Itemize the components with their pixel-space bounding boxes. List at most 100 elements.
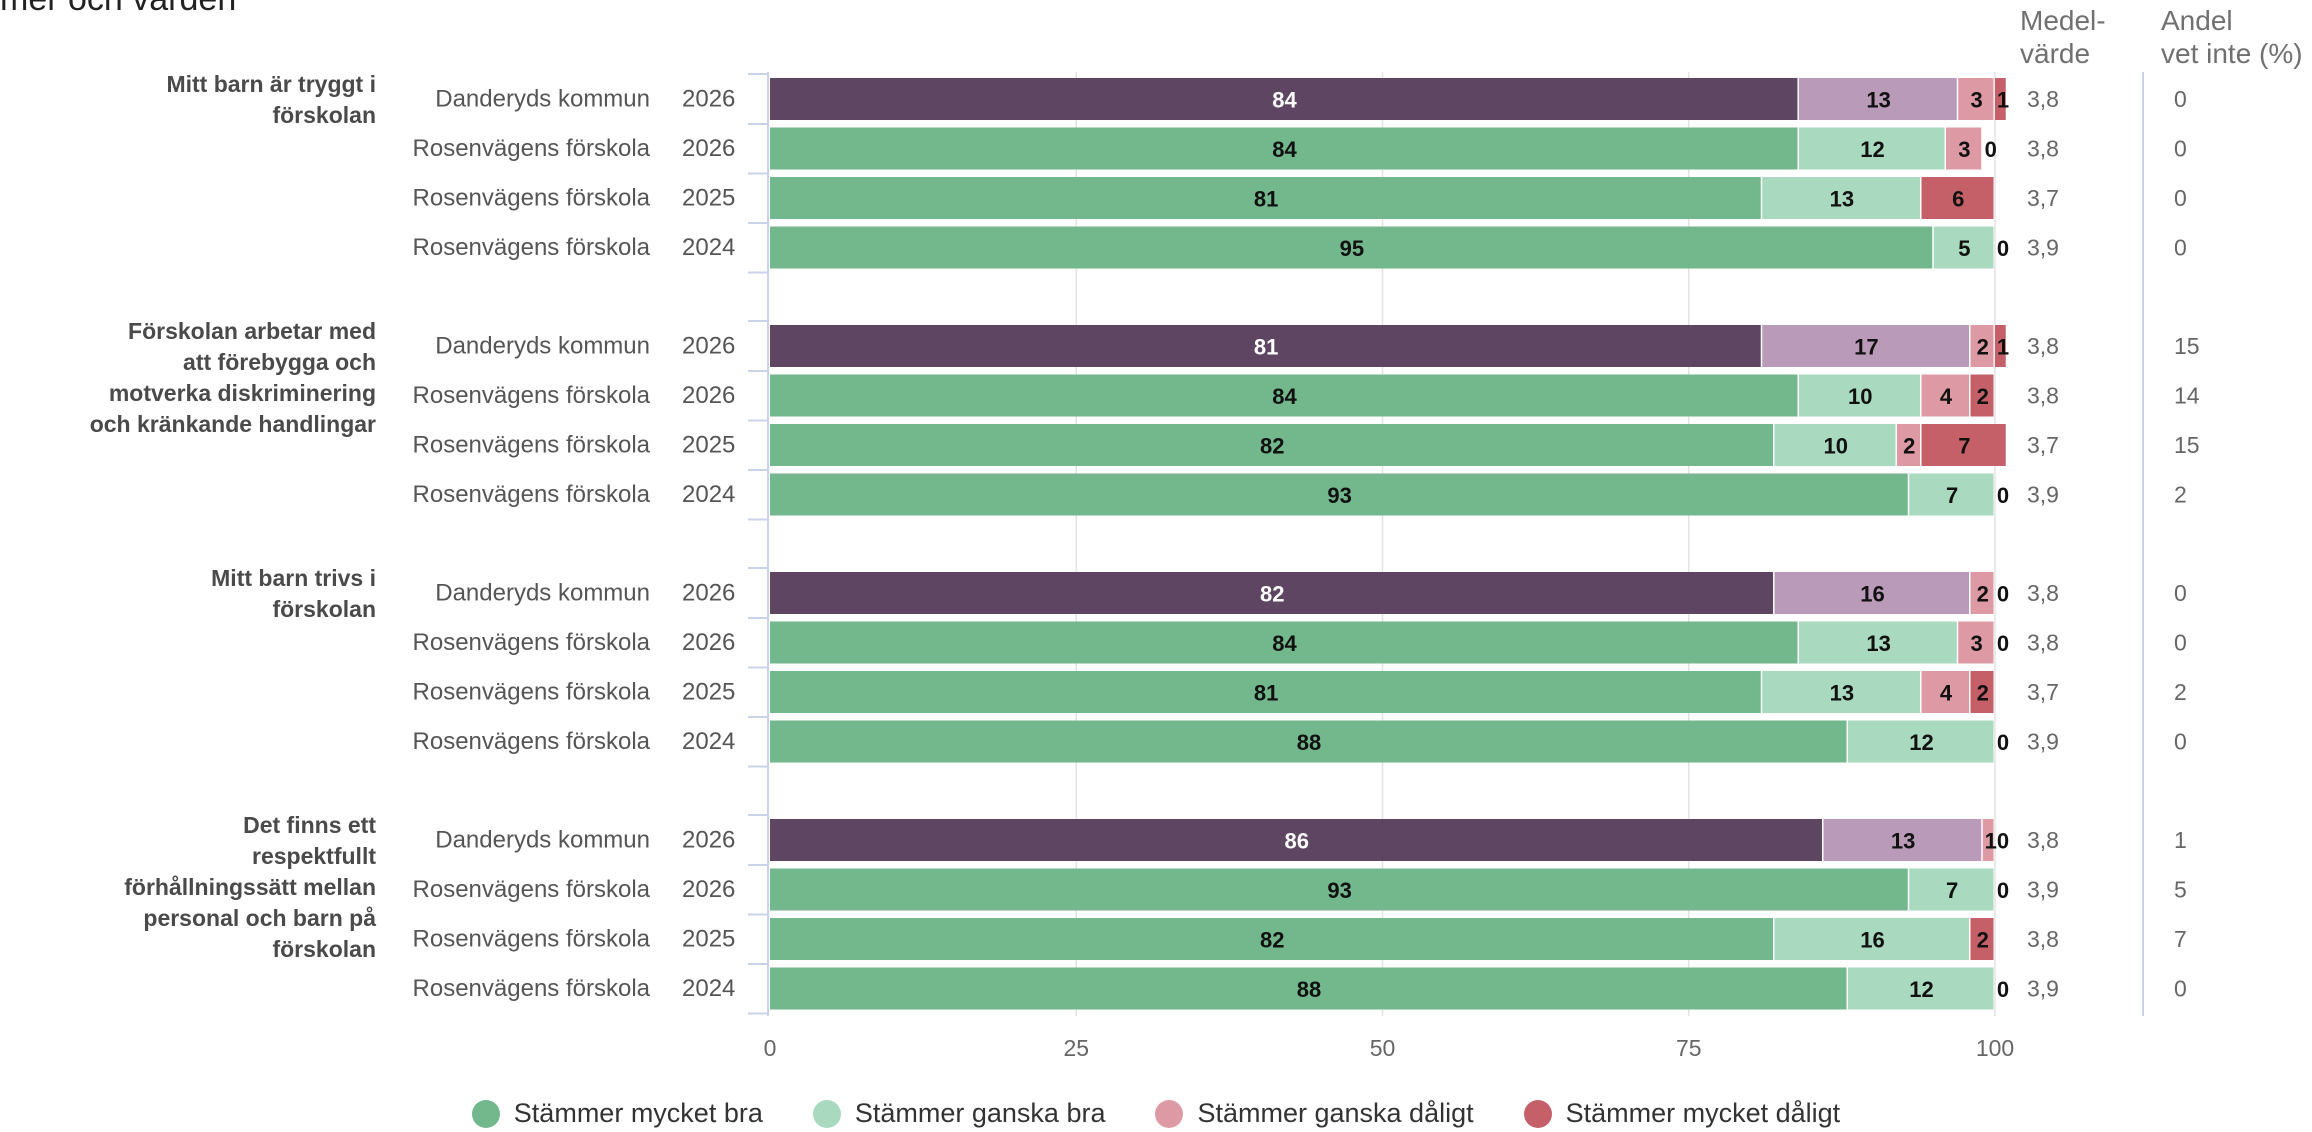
mean-value: 3,9 <box>2027 235 2059 261</box>
bar-segment <box>1921 177 1994 219</box>
row-year-label: 2026 <box>682 629 735 656</box>
question-label: förskolan <box>272 102 376 128</box>
row-unit-label: Rosenvägens förskola <box>413 629 651 656</box>
bar-segment <box>770 226 1933 269</box>
bar-segment <box>770 671 1761 713</box>
row-year-label: 2025 <box>682 926 735 953</box>
bar-segment <box>770 819 1822 861</box>
data-label: 3 <box>1971 631 1983 656</box>
data-label: 0 <box>1997 730 2009 755</box>
data-label: 12 <box>1909 977 1933 1002</box>
legend-item[interactable]: Stämmer ganska bra <box>812 1098 1106 1129</box>
legend-item[interactable]: Stämmer mycket dåligt <box>1523 1098 1840 1129</box>
data-label: 0 <box>1997 878 2009 903</box>
unknown-value: 0 <box>2174 235 2187 261</box>
x-tick-label: 75 <box>1676 1035 1702 1061</box>
data-label: 13 <box>1830 681 1854 706</box>
data-label: 88 <box>1297 730 1321 755</box>
data-label: 81 <box>1254 681 1278 706</box>
data-label: 84 <box>1272 88 1297 113</box>
data-label: 88 <box>1297 977 1321 1002</box>
legend-label: Stämmer ganska bra <box>854 1098 1106 1128</box>
row-unit-label: Rosenvägens förskola <box>413 185 651 212</box>
data-label: 1 <box>1997 335 2009 360</box>
chart-title: mer och värden <box>0 0 236 19</box>
row-unit-label: Rosenvägens förskola <box>413 382 651 409</box>
question-label: Mitt barn trivs i <box>211 565 376 591</box>
bar-segment <box>1970 572 1994 614</box>
row-unit-label: Rosenvägens förskola <box>413 234 651 261</box>
row-unit-label: Danderyds kommun <box>435 827 650 854</box>
bar-segment <box>770 325 1761 367</box>
bar-segment <box>1958 78 1994 120</box>
mean-value: 3,7 <box>2027 679 2059 705</box>
data-label: 7 <box>1946 878 1958 903</box>
legend-item[interactable]: Stämmer mycket bra <box>471 1098 763 1129</box>
question-label: Förskolan arbetar med <box>128 318 376 344</box>
data-label: 0 <box>1985 137 1997 162</box>
bar-segment <box>770 967 1847 1010</box>
bar-segment <box>1823 819 1982 861</box>
data-label: 2 <box>1977 384 1989 409</box>
bar-segment <box>1921 374 1969 417</box>
bar-segment <box>1970 918 1994 960</box>
bar-segment <box>1799 127 1945 170</box>
bar-segment <box>1946 127 1982 170</box>
mean-value: 3,8 <box>2027 630 2059 656</box>
mean-value: 3,7 <box>2027 432 2059 458</box>
bar-segment <box>1799 374 1920 417</box>
data-label: 10 <box>1824 434 1848 459</box>
data-label: 86 <box>1285 829 1309 854</box>
data-label: 93 <box>1327 483 1351 508</box>
data-label: 2 <box>1977 335 1989 360</box>
unknown-value: 0 <box>2174 630 2187 656</box>
data-label: 93 <box>1327 878 1351 903</box>
data-label: 5 <box>1958 236 1970 261</box>
data-label: 0 <box>1997 236 2009 261</box>
row-unit-label: Rosenvägens förskola <box>413 679 651 706</box>
row-year-label: 2026 <box>682 135 735 162</box>
data-label: 82 <box>1260 582 1284 607</box>
bar-segment <box>770 918 1773 960</box>
row-unit-label: Rosenvägens förskola <box>413 975 651 1002</box>
unknown-value: 0 <box>2174 136 2187 162</box>
bar-segment <box>1909 473 1994 516</box>
data-label: 82 <box>1260 434 1284 459</box>
data-label: 16 <box>1860 928 1884 953</box>
unknown-value: 0 <box>2174 580 2187 606</box>
mean-value: 3,8 <box>2027 333 2059 359</box>
row-year-label: 2025 <box>682 185 735 212</box>
mean-value: 3,8 <box>2027 827 2059 853</box>
bar-segment <box>770 572 1773 614</box>
row-year-label: 2026 <box>682 827 735 854</box>
row-unit-label: Rosenvägens förskola <box>413 432 651 459</box>
question-label: motverka diskriminering <box>109 380 376 406</box>
data-label: 12 <box>1860 137 1884 162</box>
data-label: 6 <box>1952 187 1964 212</box>
data-label: 2 <box>1977 582 1989 607</box>
question-label: personal och barn på <box>143 905 376 931</box>
question-label: och kränkande handlingar <box>90 411 376 437</box>
bar-segment <box>770 720 1847 763</box>
mean-value: 3,8 <box>2027 926 2059 952</box>
data-label: 84 <box>1272 631 1297 656</box>
bar-segment <box>1774 424 1896 466</box>
row-year-label: 2026 <box>682 86 735 113</box>
data-label: 84 <box>1272 137 1297 162</box>
unknown-value: 15 <box>2174 432 2200 458</box>
mean-column-header: Medel- värde <box>2020 5 2106 69</box>
legend-item[interactable]: Stämmer ganska dåligt <box>1155 1098 1474 1129</box>
bar-segment <box>1921 671 1969 713</box>
unknown-value: 15 <box>2174 333 2200 359</box>
row-year-label: 2025 <box>682 432 735 459</box>
mean-value: 3,8 <box>2027 136 2059 162</box>
bar-segment <box>1995 325 2006 367</box>
bar-segment <box>1933 226 1994 269</box>
unknown-value: 0 <box>2174 729 2187 755</box>
row-year-label: 2026 <box>682 333 735 360</box>
bar-segment <box>1762 671 1920 713</box>
bar-segment <box>1909 868 1994 911</box>
mean-value: 3,9 <box>2027 976 2059 1002</box>
bar-segment <box>770 424 1773 466</box>
